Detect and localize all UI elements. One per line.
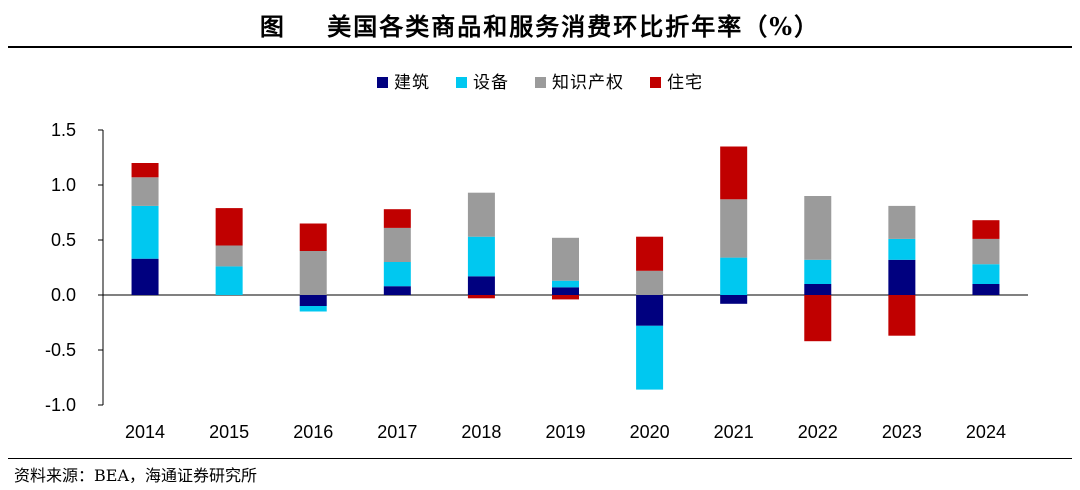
bar-segment-2022-0 [804,284,832,295]
y-tick-label: -0.5 [45,340,76,360]
bar-segment-2024-1 [972,264,1000,284]
source-note: 资料来源：BEA，海通证券研究所 [14,466,257,485]
x-tick-label: 2017 [377,422,417,442]
y-tick-label: 0.0 [51,285,76,305]
bar-segment-2015-1 [215,266,243,295]
bar-segment-2017-2 [383,227,411,262]
bar-segment-2021-1 [720,257,748,295]
y-tick-label: 1.0 [51,175,76,195]
bar-segment-2019-1 [552,280,579,288]
bar-segment-2017-1 [383,262,411,287]
x-tick-label: 2021 [714,422,754,442]
bar-segment-2018-3 [467,295,495,299]
bar-segment-2016-1 [299,306,327,312]
title-rule [8,46,1072,48]
y-tick-label: 1.5 [51,120,76,140]
legend-label: 知识产权 [552,73,624,93]
y-tick-label: 0.5 [51,230,76,250]
bar-segment-2022-2 [804,196,832,260]
bar-segment-2020-2 [636,270,664,295]
bar-segment-2017-3 [383,209,411,228]
bar-segment-2014-0 [131,258,159,295]
bar-segment-2021-0 [720,295,748,304]
figure-title: 图 美国各类商品和服务消费环比折年率（%） [259,11,821,41]
y-tick-label: -1.0 [45,395,76,415]
bar-segment-2014-2 [131,177,159,206]
bar-segment-2019-2 [552,237,579,281]
bar-segment-2018-1 [467,236,495,277]
bar-segment-2021-3 [720,146,748,200]
x-tick-label: 2023 [882,422,922,442]
bar-segment-2020-3 [636,236,664,271]
legend-swatch-0 [377,77,388,88]
bar-segment-2024-0 [972,284,1000,295]
legend-label: 住宅 [667,73,703,93]
x-tick-label: 2018 [461,422,501,442]
figure-title-bar: 图 美国各类商品和服务消费环比折年率（%） [8,2,1072,46]
bar-segment-2016-3 [299,223,327,251]
legend-swatch-2 [535,77,546,88]
legend-label: 建筑 [394,73,430,93]
bar-segment-2021-2 [720,199,748,258]
bar-segment-2022-1 [804,259,832,284]
x-tick-label: 2020 [630,422,670,442]
x-tick-label: 2014 [125,422,165,442]
bar-segment-2022-3 [804,295,832,342]
bar-segment-2024-2 [972,238,1000,265]
bar-segment-2018-2 [467,192,495,237]
x-tick-label: 2019 [545,422,585,442]
bar-segment-2024-3 [972,220,1000,239]
x-tick-label: 2024 [966,422,1006,442]
legend-swatch-3 [650,77,661,88]
bar-segment-2023-2 [888,205,916,239]
source-rule [8,458,1072,459]
bar-segment-2017-0 [383,286,411,295]
x-tick-label: 2022 [798,422,838,442]
bar-segment-2014-3 [131,163,159,178]
bar-segment-2018-0 [467,276,495,295]
bar-segment-2023-3 [888,295,916,336]
bar-segment-2023-1 [888,238,916,260]
bar-segment-2020-1 [636,325,664,390]
bar-segment-2019-0 [552,287,579,295]
bar-segment-2015-3 [215,208,243,246]
bar-segment-2014-1 [131,205,159,259]
x-tick-label: 2016 [293,422,333,442]
bar-segment-2020-0 [636,295,664,326]
stacked-bar-chart: -1.0 -0.5 0.0 0.5 1.0 1.5 2014 2015 2016 2017 2018… [45,73,1028,442]
legend-swatch-1 [456,77,467,88]
x-tick-label: 2015 [209,422,249,442]
bar-segment-2023-0 [888,259,916,295]
bar-segment-2016-2 [299,251,327,295]
bar-segment-2019-3 [552,295,579,300]
bar-segment-2015-2 [215,245,243,267]
legend-label: 设备 [473,73,509,93]
bar-segment-2016-0 [299,295,327,306]
